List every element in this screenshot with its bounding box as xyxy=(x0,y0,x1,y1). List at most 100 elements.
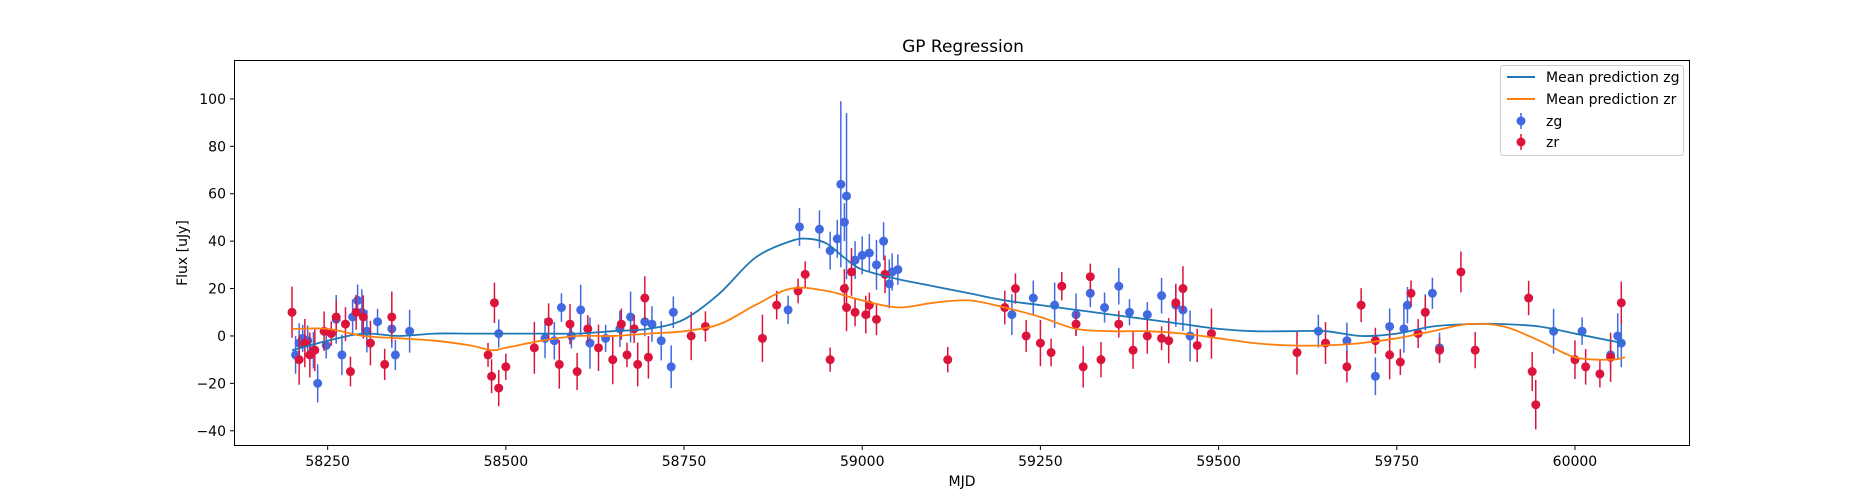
data-point-zr xyxy=(757,314,767,362)
legend-frame xyxy=(1500,65,1684,156)
series-line-mean-prediction-zg xyxy=(291,237,1626,352)
data-point-zr xyxy=(943,346,953,373)
x-tick-label: 59500 xyxy=(1196,454,1241,470)
data-point-zr xyxy=(489,282,499,323)
x-tick-label: 60000 xyxy=(1553,454,1598,470)
series-layer xyxy=(287,101,1626,430)
data-point-zg xyxy=(879,222,889,261)
data-point-zr xyxy=(1057,271,1067,301)
data-point-zr xyxy=(351,294,361,330)
y-tick-label: 40 xyxy=(208,234,226,250)
data-point-zg xyxy=(1427,277,1437,309)
data-point-zr xyxy=(1178,266,1188,311)
data-point-zg xyxy=(1577,317,1587,345)
x-axis-title: MJD xyxy=(949,474,976,490)
data-point-zr xyxy=(1435,337,1445,363)
data-point-zg xyxy=(373,308,383,335)
data-point-zg xyxy=(1157,277,1167,314)
data-point-zr xyxy=(365,320,375,366)
data-point-zg xyxy=(1124,299,1134,326)
data-point-zr xyxy=(1164,318,1174,364)
data-point-zr xyxy=(1456,251,1466,293)
data-point-zg xyxy=(405,309,415,353)
data-point-zr xyxy=(850,298,860,327)
data-point-zr xyxy=(380,348,390,381)
legend-label-mean-zr: Mean prediction zr xyxy=(1546,92,1677,108)
data-point-zr xyxy=(565,303,575,345)
x-tick-label: 58500 xyxy=(484,454,529,470)
data-point-zg xyxy=(871,239,881,290)
data-point-zr xyxy=(1581,348,1591,385)
data-point-zr xyxy=(1342,351,1352,383)
data-point-zg xyxy=(390,339,400,371)
y-axis-title: Flux [uJy] xyxy=(175,220,191,286)
data-point-zg xyxy=(1613,313,1623,359)
y-tick-label: 60 xyxy=(208,187,226,203)
data-point-zr xyxy=(294,334,304,385)
data-point-zr xyxy=(1595,360,1605,388)
data-point-zr xyxy=(483,342,493,367)
data-point-zr xyxy=(345,356,355,387)
data-point-zr xyxy=(1010,273,1020,304)
x-tick-label: 59750 xyxy=(1375,454,1420,470)
data-point-zg xyxy=(626,291,636,343)
legend: Mean prediction zg Mean prediction zr zg… xyxy=(1500,65,1684,156)
chart-title: GP Regression xyxy=(902,37,1024,57)
data-point-zr xyxy=(871,303,881,336)
data-point-zr xyxy=(1406,280,1416,307)
data-point-zr xyxy=(1071,312,1081,336)
data-point-zr xyxy=(487,359,497,394)
y-tick-label: −20 xyxy=(196,376,226,392)
data-point-zg xyxy=(1028,280,1038,316)
data-point-zr xyxy=(800,261,810,288)
data-point-zr xyxy=(1356,288,1366,323)
data-point-zr xyxy=(1157,326,1167,351)
data-point-zr xyxy=(633,342,643,387)
y-tick-label: 80 xyxy=(208,139,226,155)
data-point-zr xyxy=(494,369,504,407)
data-point-zg xyxy=(783,295,793,325)
series-line-mean-prediction-zr xyxy=(291,286,1626,361)
legend-label-zr: zr xyxy=(1546,135,1559,151)
data-point-zr xyxy=(1046,338,1056,367)
data-point-zr xyxy=(1292,330,1302,375)
data-point-zr xyxy=(1142,318,1152,354)
data-point-zr xyxy=(772,290,782,320)
y-tick-label: −40 xyxy=(196,424,226,440)
data-point-zg xyxy=(576,284,586,336)
y-tick-label: 100 xyxy=(199,92,226,108)
data-point-zg xyxy=(1100,292,1110,323)
data-point-zg xyxy=(647,306,657,342)
data-point-zg xyxy=(857,236,867,275)
legend-label-mean-zg: Mean prediction zg xyxy=(1546,70,1680,86)
data-point-zg xyxy=(814,210,824,249)
y-tick-label: 0 xyxy=(217,329,226,345)
x-tick-label: 59000 xyxy=(840,454,885,470)
data-point-zr xyxy=(1420,296,1430,329)
data-point-zr xyxy=(1192,328,1202,363)
data-point-zr xyxy=(1470,332,1480,369)
data-point-zr xyxy=(847,248,857,296)
x-tick-label: 58250 xyxy=(305,454,350,470)
data-point-zr xyxy=(331,300,341,334)
y-axis: −40 −20 0 20 40 60 80 100 xyxy=(196,92,235,440)
legend-marker-zg xyxy=(1516,113,1526,129)
data-point-zr xyxy=(622,342,632,368)
plot-frame xyxy=(234,60,1690,446)
data-point-zr xyxy=(608,335,618,385)
data-point-zr xyxy=(1527,351,1537,392)
data-point-zr xyxy=(1531,379,1541,430)
data-point-zr xyxy=(1616,281,1626,325)
data-point-zr xyxy=(358,295,368,339)
data-point-zr xyxy=(583,315,593,343)
data-point-zg xyxy=(656,321,666,361)
x-tick-label: 58750 xyxy=(662,454,707,470)
data-point-zr xyxy=(686,311,696,361)
data-point-zg xyxy=(864,234,874,272)
data-point-zr xyxy=(616,308,626,340)
data-point-zg xyxy=(666,345,676,389)
data-point-zr xyxy=(501,353,511,380)
data-point-zr xyxy=(529,321,539,374)
data-point-zg xyxy=(842,113,852,280)
